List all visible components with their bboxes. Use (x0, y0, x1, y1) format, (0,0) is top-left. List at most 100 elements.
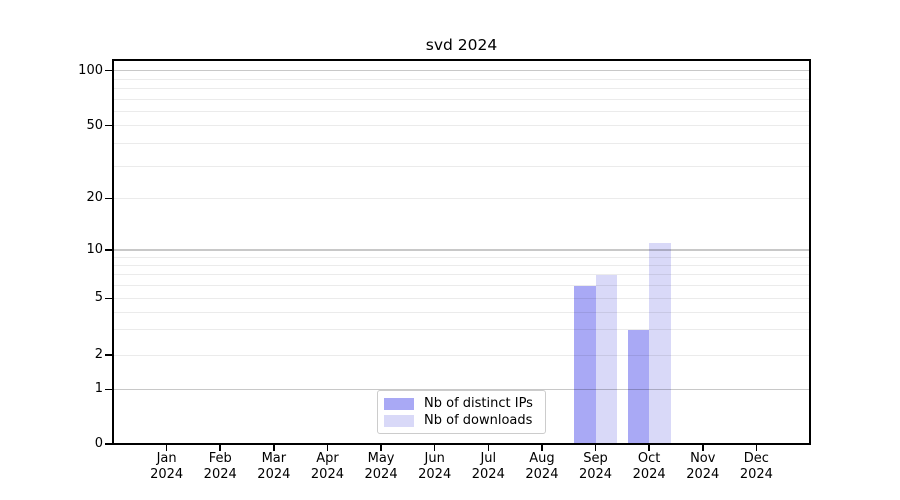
minor-gridline (113, 256, 810, 258)
y-tick-mark (105, 388, 112, 391)
chart-title: svd 2024 (425, 36, 498, 54)
x-tick-year: 2024 (471, 466, 505, 482)
y-tick-mark (105, 354, 112, 356)
x-tick-mark (326, 445, 329, 451)
x-tick-year: 2024 (257, 466, 291, 482)
left-spine (112, 59, 114, 445)
minor-gridline (113, 142, 810, 144)
major-gridline (113, 249, 810, 251)
y-tick-label: 0 (94, 436, 103, 451)
x-tick-year: 2024 (525, 466, 559, 482)
x-tick-label-sep: Sep 2024 (556, 451, 636, 482)
x-tick-mark (380, 445, 382, 451)
bottom-spine (112, 443, 811, 445)
x-tick-month: Nov (690, 451, 716, 466)
x-tick-month: Jul (480, 451, 497, 466)
x-tick-label-dec: Dec 2024 (716, 451, 796, 482)
major-gridline (113, 69, 810, 72)
x-tick-mark (433, 445, 436, 451)
top-spine (112, 59, 811, 61)
plot-area: Nb of distinct IPs Nb of downloads (112, 59, 811, 445)
y-tick-label: 10 (86, 242, 103, 257)
bar-oct-distinct-ips (627, 329, 650, 444)
x-tick-year: 2024 (310, 466, 344, 482)
minor-gridline (113, 297, 810, 299)
x-tick-year: 2024 (739, 466, 773, 482)
x-tick-label-oct: Oct 2024 (609, 451, 689, 482)
x-tick-year: 2024 (150, 466, 184, 482)
minor-gridline (113, 87, 810, 89)
x-tick-month: Apr (316, 451, 339, 466)
y-tick-label: 20 (86, 190, 103, 206)
x-tick-mark (273, 445, 275, 451)
x-tick-mark (594, 445, 597, 451)
minor-gridline (113, 197, 810, 199)
x-tick-year: 2024 (578, 466, 613, 482)
x-tick-label-jul: Jul 2024 (448, 451, 528, 482)
minor-gridline (113, 274, 810, 276)
x-tick-mark (701, 445, 704, 451)
minor-gridline (113, 125, 810, 127)
x-tick-month: Oct (637, 451, 661, 466)
x-tick-month: May (367, 451, 395, 466)
minor-gridline (113, 98, 810, 100)
x-tick-mark (541, 445, 543, 451)
y-tick-label: 50 (86, 117, 103, 133)
x-tick-month: Dec (743, 451, 769, 466)
bar-oct-downloads (649, 242, 671, 444)
x-tick-label-feb: Feb 2024 (180, 451, 260, 482)
minor-gridline (113, 285, 810, 287)
legend: Nb of distinct IPs Nb of downloads (377, 390, 546, 434)
legend-item-distinct-ips: Nb of distinct IPs (384, 396, 539, 412)
y-tick-label: 100 (78, 62, 103, 78)
x-tick-year: 2024 (632, 466, 666, 482)
x-tick-label-nov: Nov 2024 (663, 451, 743, 482)
legend-item-downloads: Nb of downloads (384, 413, 539, 429)
legend-label-distinct-ips: Nb of distinct IPs (424, 396, 533, 411)
y-tick-label: 5 (94, 290, 103, 306)
minor-gridline (113, 110, 810, 112)
x-tick-label-jun: Jun 2024 (395, 451, 475, 482)
x-tick-mark (165, 445, 168, 451)
x-tick-month: Jan (156, 451, 177, 466)
y-tick-label: 1 (94, 381, 103, 397)
x-tick-year: 2024 (686, 466, 720, 482)
x-tick-label-apr: Apr 2024 (287, 451, 367, 482)
y-tick-label: 2 (94, 347, 103, 362)
minor-gridline (113, 265, 810, 267)
legend-swatch-distinct-ips (384, 398, 414, 410)
minor-gridline (113, 329, 810, 331)
x-tick-label-jan: Jan 2024 (127, 451, 207, 482)
x-tick-mark (487, 445, 490, 451)
x-tick-year: 2024 (203, 466, 237, 482)
x-tick-label-aug: Aug 2024 (502, 451, 582, 482)
x-tick-month: Sep (583, 451, 608, 466)
x-tick-month: Jun (424, 451, 445, 466)
bar-sep-downloads (595, 274, 618, 444)
right-spine (809, 59, 811, 445)
x-tick-year: 2024 (364, 466, 398, 482)
x-tick-month: Aug (529, 451, 555, 466)
x-tick-month: Feb (208, 451, 232, 466)
y-tick-mark (105, 297, 112, 300)
minor-gridline (113, 311, 810, 313)
x-tick-label-mar: Mar 2024 (234, 451, 314, 482)
minor-gridline (113, 78, 810, 80)
minor-gridline (113, 165, 810, 167)
y-tick-mark (105, 249, 112, 251)
y-tick-mark (105, 443, 112, 445)
x-tick-mark (648, 445, 650, 451)
minor-gridline (113, 354, 810, 356)
x-tick-year: 2024 (418, 466, 452, 482)
y-tick-mark (105, 124, 112, 127)
x-tick-mark (219, 445, 222, 451)
x-tick-mark (755, 445, 758, 451)
y-tick-mark (105, 197, 112, 200)
legend-swatch-downloads (384, 415, 414, 427)
x-tick-month: Mar (261, 451, 287, 466)
legend-label-downloads: Nb of downloads (424, 413, 533, 428)
y-tick-mark (105, 69, 112, 72)
x-tick-label-may: May 2024 (341, 451, 421, 482)
bar-sep-distinct-ips (574, 285, 596, 444)
